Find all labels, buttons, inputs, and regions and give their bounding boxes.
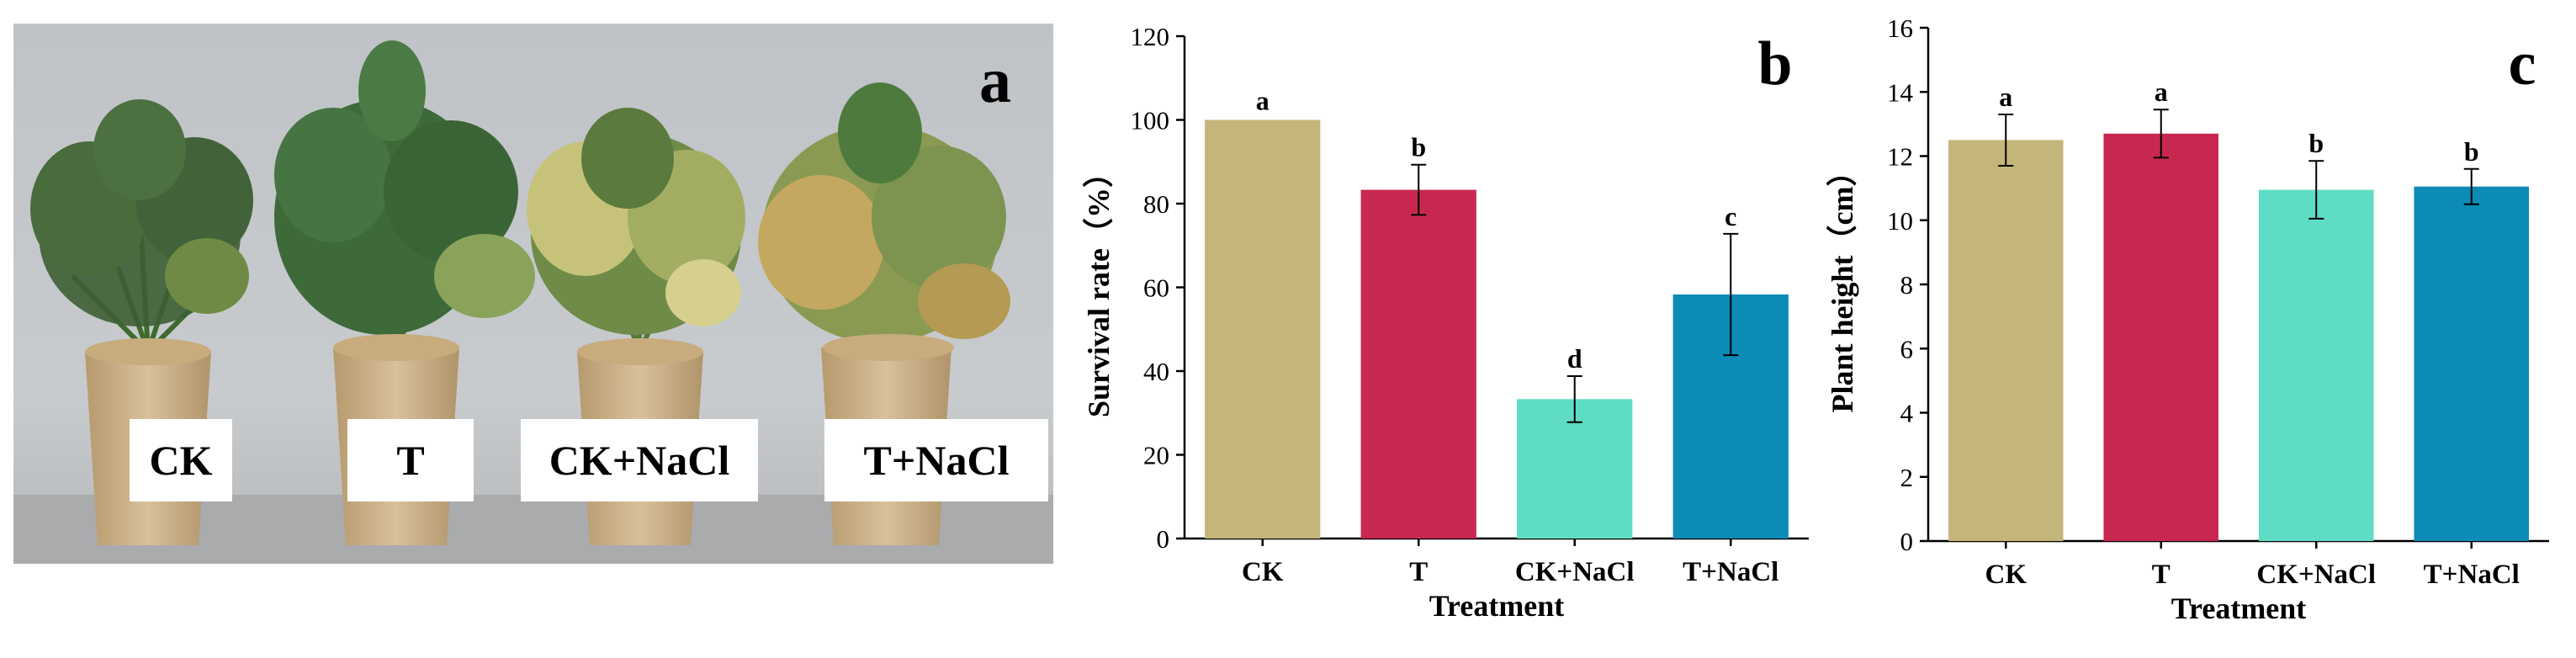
y-axis-title: Survival rate（%） xyxy=(1082,157,1116,417)
y-tick-label: 0 xyxy=(1157,524,1170,554)
panel-letter-b: b xyxy=(1757,29,1792,98)
label-t: T xyxy=(347,419,474,501)
significance-letter: c xyxy=(1725,201,1736,231)
label-t-nacl: T+NaCl xyxy=(824,419,1048,501)
x-tick-label: T xyxy=(1409,557,1428,587)
y-tick-label: 100 xyxy=(1131,106,1170,135)
y-tick-label: 40 xyxy=(1143,357,1169,386)
x-tick-label: CK xyxy=(1242,557,1284,587)
x-tick-label: CK+NaCl xyxy=(1515,557,1635,587)
y-tick-label: 60 xyxy=(1143,273,1169,303)
bar-t xyxy=(1360,189,1476,539)
bar-ck xyxy=(1205,119,1321,539)
significance-letter: a xyxy=(1256,86,1269,116)
significance-letter: d xyxy=(1567,343,1582,374)
panel-letter-a: a xyxy=(979,45,1011,116)
significance-letter: b xyxy=(1411,132,1426,162)
y-tick-label: 120 xyxy=(1131,22,1170,51)
plant-t xyxy=(274,40,535,545)
plants-photo-panel: CK T CK+NaCl T+NaCl a xyxy=(13,24,1053,564)
x-tick-label: T+NaCl xyxy=(1683,557,1778,587)
x-axis-title: Treatment xyxy=(1429,589,1565,623)
y-tick-label: 20 xyxy=(1143,441,1169,470)
label-ck: CK xyxy=(130,419,232,501)
label-ck-nacl: CK+NaCl xyxy=(521,419,758,501)
y-tick-label: 80 xyxy=(1143,189,1169,219)
